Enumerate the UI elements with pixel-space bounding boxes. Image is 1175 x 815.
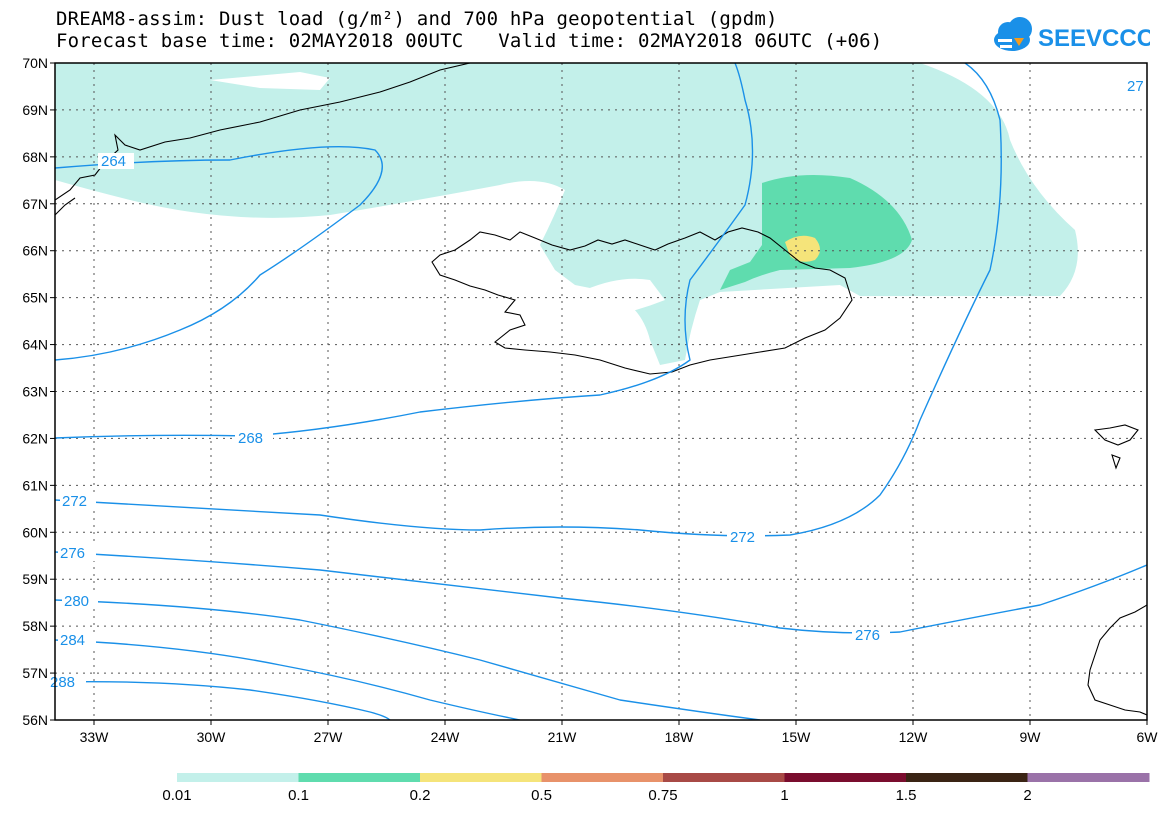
legend-swatch <box>177 773 299 782</box>
legend-swatch <box>1027 773 1150 782</box>
legend-label: 0.01 <box>162 787 191 804</box>
x-tick-label: 30W <box>197 729 227 745</box>
y-tick-label: 69N <box>22 102 48 118</box>
legend-swatch <box>784 773 907 782</box>
legend-swatches <box>177 773 1150 782</box>
dust-region-high <box>785 235 820 262</box>
contour-labels: 264 268 272 272 276 276 280 284 288 27 <box>50 78 1145 691</box>
contour-264 <box>55 145 383 361</box>
contour-label: 27 <box>1127 78 1144 95</box>
color-legend: 0.01 0.1 0.2 0.5 0.75 1 1.5 2 <box>162 773 1150 804</box>
y-tick-label: 70N <box>22 55 48 71</box>
chart-subtitle: Forecast base time: 02MAY2018 00UTC Vali… <box>56 30 883 52</box>
legend-label: 0.75 <box>648 787 677 804</box>
contour-284 <box>55 639 521 720</box>
y-tick-label: 66N <box>22 243 48 259</box>
scotland-coast <box>1087 604 1147 716</box>
legend-swatch <box>420 773 542 782</box>
contour-272 <box>55 63 1002 537</box>
y-tick-label: 57N <box>22 665 48 681</box>
logo-text: SEEVCCC <box>1038 25 1150 52</box>
y-tick-label: 62N <box>22 430 48 446</box>
iceland-coast <box>431 227 853 375</box>
graticule <box>55 63 1147 720</box>
legend-labels: 0.01 0.1 0.2 0.5 0.75 1 1.5 2 <box>162 787 1031 804</box>
x-tick-label: 12W <box>899 729 929 745</box>
map-plot: 264 268 272 272 276 276 280 284 288 27 3… <box>22 55 1159 745</box>
legend-swatch <box>541 773 664 782</box>
contour-label: 276 <box>60 545 85 562</box>
contour-label: 280 <box>64 593 89 610</box>
x-tick-label: 21W <box>548 729 578 745</box>
dust-region-mid <box>720 174 912 290</box>
chart-title: DREAM8-assim: Dust load (g/m²) and 700 h… <box>56 8 778 30</box>
x-tick-label: 33W <box>80 729 110 745</box>
y-tick-label: 64N <box>22 337 48 353</box>
legend-label: 1.5 <box>896 787 917 804</box>
contour-label: 268 <box>238 430 263 447</box>
contour-label: 264 <box>101 153 126 170</box>
seevccc-logo: SEEVCCC <box>994 17 1150 52</box>
greenland-coast <box>55 63 471 201</box>
dust-region-low <box>55 63 1078 365</box>
x-tick-label: 24W <box>431 729 461 745</box>
x-tick-label: 6W <box>1137 729 1159 745</box>
y-tick-label: 58N <box>22 618 48 634</box>
contour-276 <box>55 551 1147 634</box>
legend-label: 0.2 <box>410 787 431 804</box>
cloud-icon <box>994 17 1032 51</box>
contour-288 <box>55 680 391 720</box>
y-tick-label: 61N <box>22 477 48 493</box>
y-tick-label: 68N <box>22 149 48 165</box>
y-tick-label: 56N <box>22 712 48 728</box>
legend-label: 2 <box>1023 787 1031 804</box>
longitude-axis: 33W 30W 27W 24W 21W 18W 15W 12W 9W 6W <box>80 720 1159 745</box>
geopotential-contours <box>55 63 1147 720</box>
legend-swatch <box>298 773 421 782</box>
contour-label: 284 <box>60 632 85 649</box>
contour-label: 272 <box>62 493 87 510</box>
contour-label: 288 <box>50 674 75 691</box>
legend-swatch <box>906 773 1028 782</box>
legend-label: 0.5 <box>531 787 552 804</box>
x-tick-label: 27W <box>314 729 344 745</box>
x-tick-label: 18W <box>665 729 695 745</box>
y-tick-label: 67N <box>22 196 48 212</box>
y-tick-label: 63N <box>22 384 48 400</box>
y-tick-label: 65N <box>22 290 48 306</box>
contour-280 <box>55 599 761 720</box>
contour-label: 272 <box>730 529 755 546</box>
x-tick-label: 15W <box>782 729 812 745</box>
dust-load-shading <box>55 63 1078 365</box>
legend-swatch <box>663 773 785 782</box>
coastlines <box>55 63 1147 716</box>
contour-label: 276 <box>855 627 880 644</box>
y-tick-label: 59N <box>22 571 48 587</box>
legend-label: 1 <box>780 787 788 804</box>
x-tick-label: 9W <box>1020 729 1042 745</box>
latitude-axis: 70N 69N 68N 67N 66N 65N 64N 63N 62N 61N 60N 59N 58N 5… <box>22 55 55 728</box>
legend-label: 0.1 <box>288 787 309 804</box>
y-tick-label: 60N <box>22 524 48 540</box>
